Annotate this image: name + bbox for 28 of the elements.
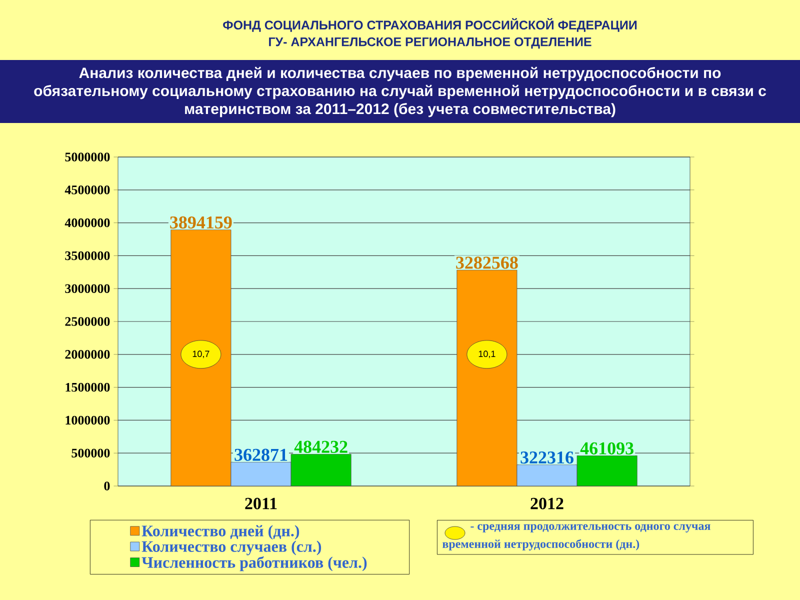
legend-label: Количество дней (дн.): [142, 525, 300, 540]
y-tick-label: 4500000: [64, 186, 110, 194]
y-tick-label: 3000000: [65, 284, 110, 293]
data-label: 461093: [580, 442, 634, 454]
y-tick-label: 500000: [72, 448, 110, 458]
y-tick-label: 4000000: [64, 218, 110, 228]
chart-title: Анализ количества дней и количества случаев по временной нетрудоспособности по обязательному социальному страхованию на случай временной нетрудоспособности и в связи с материнством за 2011–2012 (без учета совместительства): [34, 66, 766, 118]
text: ГУ- АРХАНГЕЛЬСКОЕ РЕГИОНАЛЬНОЕ ОТДЕЛЕНИЕ: [269, 37, 592, 49]
text: ФОНД СОЦИАЛЬНОГО СТРАХОВАНИЯ РОССИЙСКОЙ ФЕДЕРАЦИИ: [223, 18, 637, 32]
data-label: 362871: [234, 448, 288, 461]
y-tick-label: 0: [104, 482, 110, 490]
legend-label: Количество случаев (сл.): [142, 540, 322, 556]
annotation: 10,1: [478, 350, 496, 358]
y-tick-label: 3500000: [65, 251, 110, 260]
data-label: 3894159: [170, 216, 232, 229]
legend-label: Численность работников (чел.): [142, 556, 367, 572]
text: - средняя продолжительность одного случая временной нетрудоспособности (дн.): [442, 524, 710, 550]
y-tick-label: 1000000: [66, 416, 110, 425]
x-tick-label: 2012: [530, 498, 564, 510]
data-label: 322316: [520, 451, 574, 464]
y-tick-label: 2500000: [65, 317, 110, 326]
y-tick-label: 5000000: [65, 152, 110, 162]
data-label: 3282568: [456, 256, 518, 269]
y-tick-label: 1500000: [66, 382, 110, 392]
data-label: 484232: [294, 440, 348, 453]
x-tick-label: 2011: [245, 498, 277, 510]
annotation: 10,7: [192, 350, 210, 358]
y-tick-label: 2000000: [65, 350, 110, 359]
